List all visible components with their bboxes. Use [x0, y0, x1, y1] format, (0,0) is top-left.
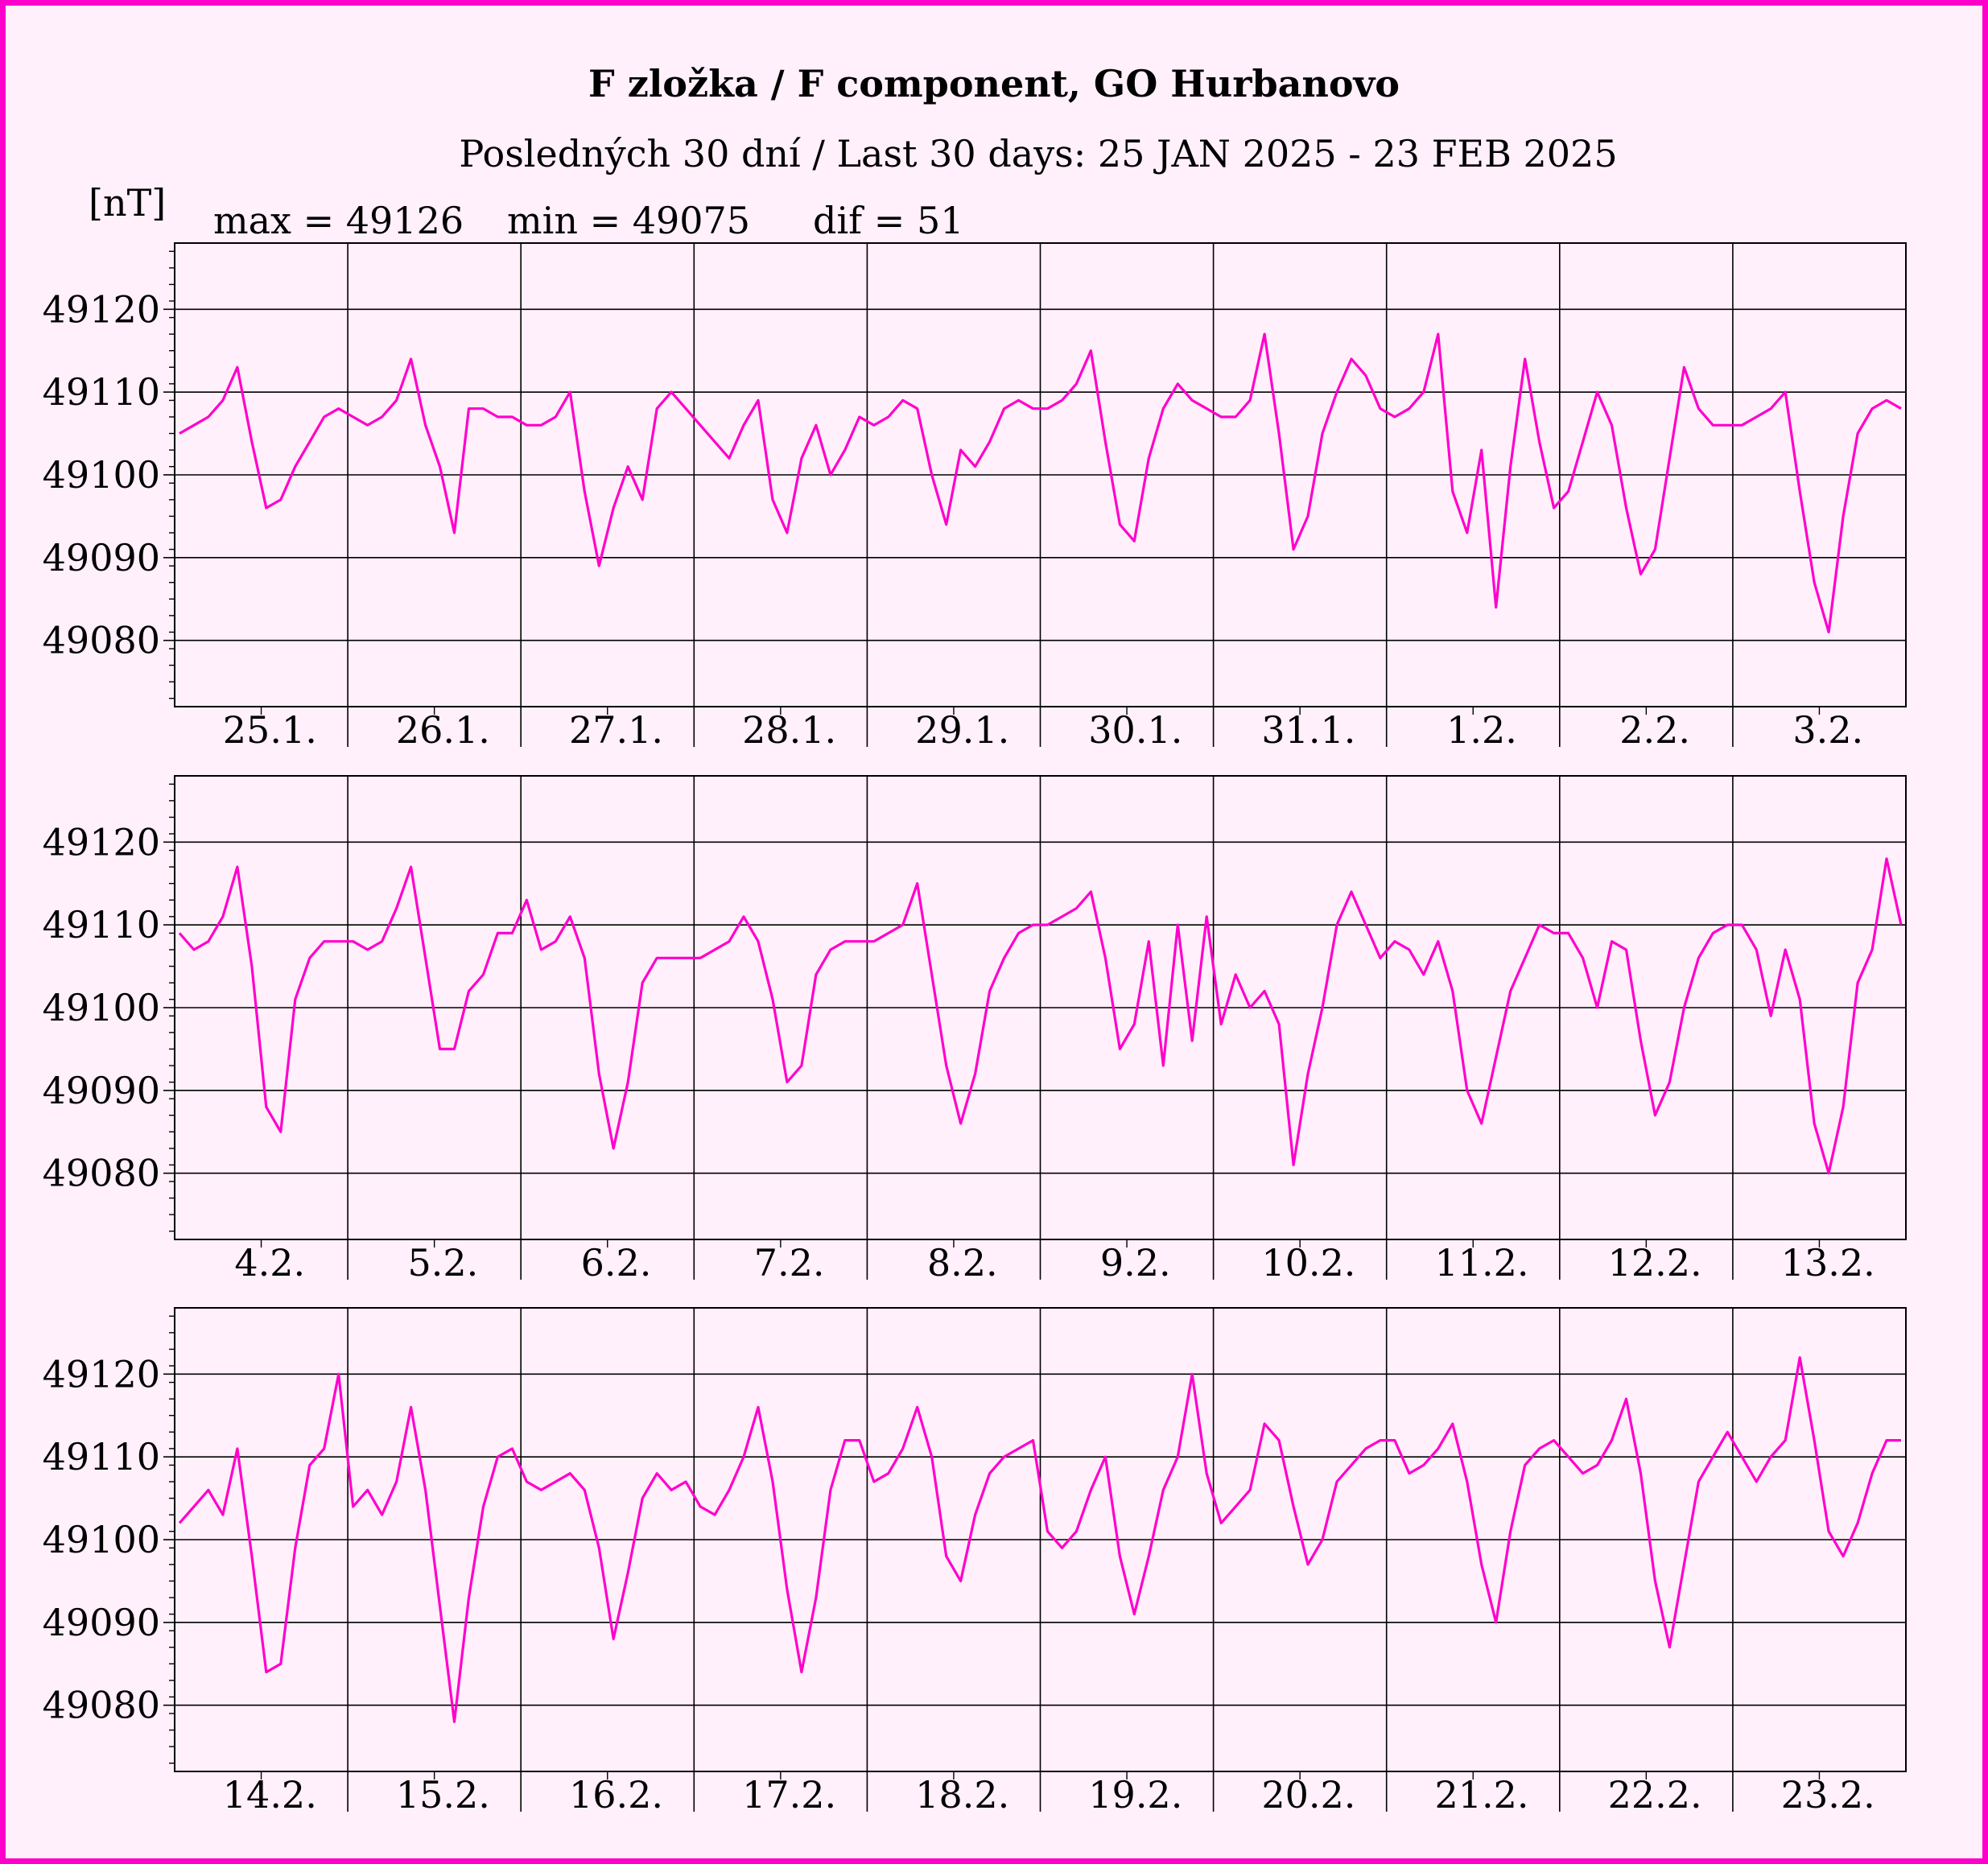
- y-tick-label: 49090: [43, 1601, 160, 1644]
- day-label: 25.1.: [223, 708, 317, 752]
- panels-layer: 49120 49110 49100 49090 49080 25.1. 26.1. 27.1.…: [43, 242, 1907, 1817]
- day-label: 14.2.: [223, 1773, 317, 1817]
- y-tick-label: 49110: [43, 370, 160, 414]
- day-label: 6.2.: [581, 1241, 652, 1285]
- day-label: 22.2.: [1608, 1773, 1702, 1817]
- y-tick-label: 49090: [43, 1069, 160, 1112]
- y-tick-label: 49110: [43, 1435, 160, 1478]
- day-label: 18.2.: [915, 1773, 1009, 1817]
- y-tick-label: 49120: [43, 287, 160, 331]
- panel-1: 49120 49110 49100 49090 49080 25.1. 26.1. 27.1.…: [43, 242, 1907, 752]
- chart-subtitle: Posledných 30 dní / Last 30 days: 25 JAN…: [459, 132, 1617, 175]
- day-label: 9.2.: [1100, 1241, 1171, 1285]
- panel-3: 49120 49110 49100 49090 49080 14.2. 15.2. 16.2.…: [43, 1307, 1907, 1817]
- day-label: 15.2.: [396, 1773, 490, 1817]
- plot-frame: [174, 775, 1907, 1240]
- day-label: 31.1.: [1261, 708, 1355, 752]
- stat-min: min = 49075: [507, 199, 750, 242]
- y-tick-label: 49080: [43, 619, 160, 662]
- day-label: 26.1.: [396, 708, 490, 752]
- day-label: 3.2.: [1792, 708, 1863, 752]
- y-tick-label: 49090: [43, 536, 160, 579]
- y-tick-label: 49080: [43, 1684, 160, 1727]
- series-line-f-component: [178, 857, 1903, 1175]
- panel-2: 49120 49110 49100 49090 49080 4.2. 5.2. 6.2. 7.2…: [43, 775, 1907, 1285]
- stat-dif: dif = 51: [813, 199, 964, 242]
- day-label: 17.2.: [742, 1773, 836, 1817]
- plot-frame: [174, 242, 1907, 707]
- day-label: 10.2.: [1261, 1241, 1355, 1285]
- day-label: 13.2.: [1781, 1241, 1875, 1285]
- day-label: 16.2.: [569, 1773, 663, 1817]
- plot-frame: [174, 1307, 1907, 1772]
- day-label: 5.2.: [408, 1241, 479, 1285]
- y-tick-label: 49110: [43, 903, 160, 946]
- day-label: 27.1.: [569, 708, 663, 752]
- y-tick-label: 49120: [43, 1352, 160, 1396]
- day-label: 4.2.: [234, 1241, 305, 1285]
- series-line-f-component: [179, 332, 1902, 634]
- chart-title: F zložka / F component, GO Hurbanovo: [588, 62, 1400, 105]
- y-tick-label: 49100: [43, 1518, 160, 1561]
- day-label: 28.1.: [742, 708, 836, 752]
- day-label: 19.2.: [1088, 1773, 1182, 1817]
- y-tick-label: 49080: [43, 1152, 160, 1195]
- day-label: 23.2.: [1781, 1773, 1875, 1817]
- day-label: 29.1.: [915, 708, 1009, 752]
- day-label: 2.2.: [1619, 708, 1690, 752]
- day-label: 12.2.: [1608, 1241, 1702, 1285]
- day-label: 8.2.: [927, 1241, 998, 1285]
- day-label: 21.2.: [1434, 1773, 1528, 1817]
- day-label: 30.1.: [1088, 708, 1182, 752]
- y-tick-label: 49100: [43, 453, 160, 497]
- y-tick-label: 49100: [43, 986, 160, 1029]
- stat-max: max = 49126: [213, 199, 464, 242]
- day-label: 7.2.: [754, 1241, 825, 1285]
- day-label: 1.2.: [1446, 708, 1517, 752]
- y-axis-unit-label: [nT]: [89, 181, 166, 225]
- day-label: 20.2.: [1261, 1773, 1355, 1817]
- series-line-f-component: [178, 1356, 1901, 1723]
- day-label: 11.2.: [1434, 1241, 1528, 1285]
- y-tick-label: 49120: [43, 820, 160, 864]
